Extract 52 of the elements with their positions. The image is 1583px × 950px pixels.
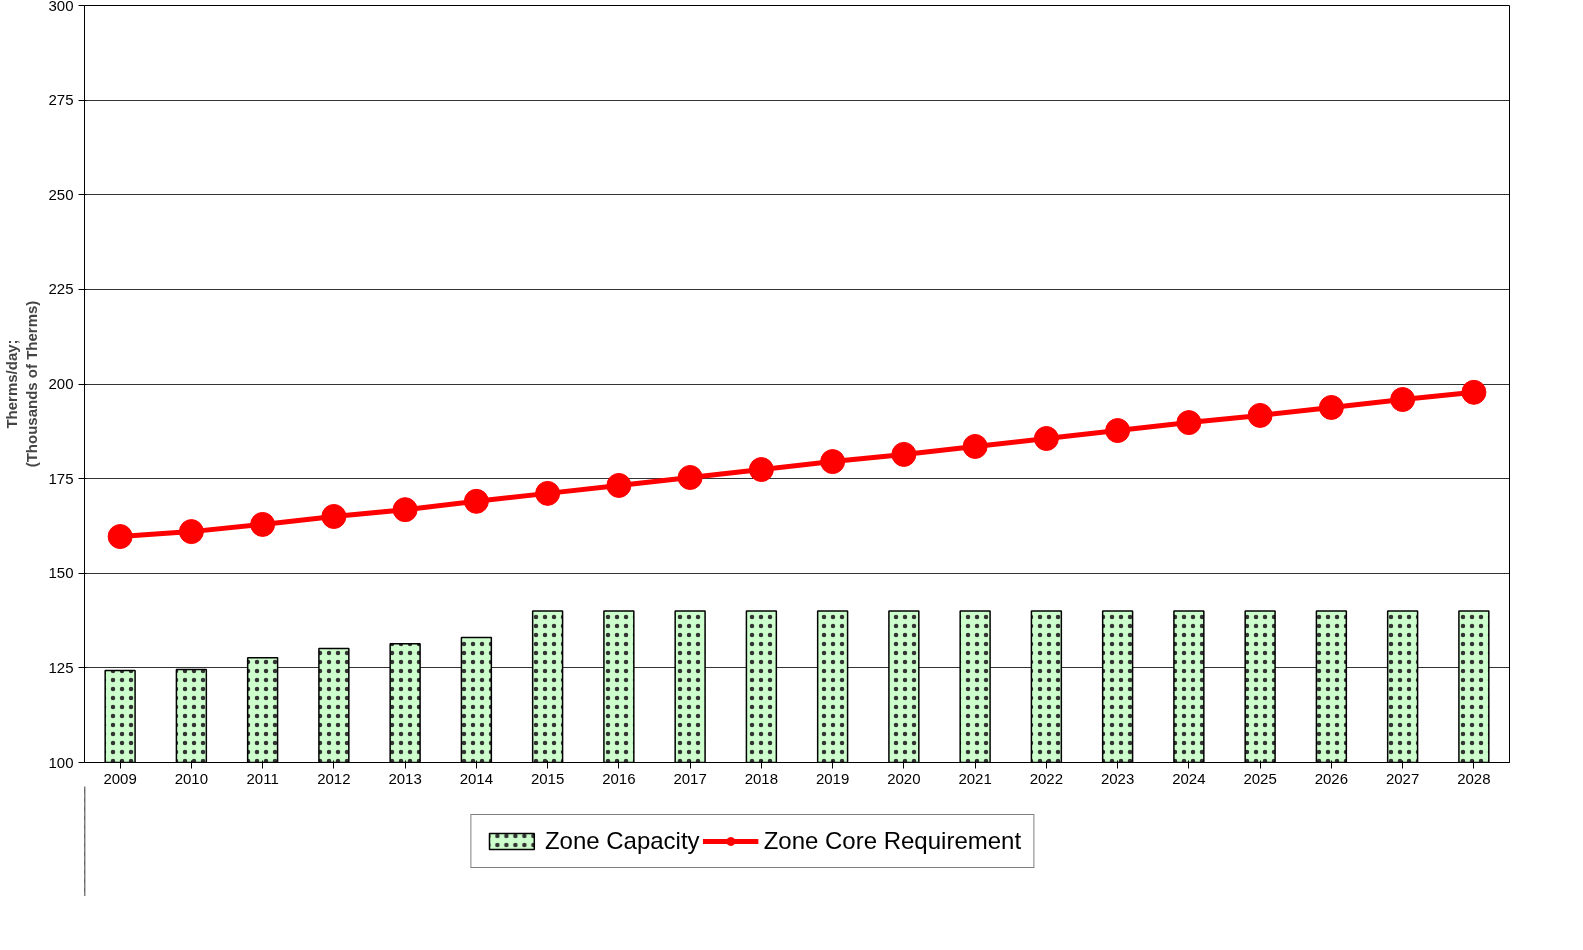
y-tick-label: 125 [48, 658, 74, 676]
y-tick-label: 175 [48, 469, 74, 487]
x-tick-label: 2014 [459, 769, 494, 787]
point [1461, 379, 1487, 405]
point [891, 441, 917, 467]
x-tick-label: 2017 [673, 769, 707, 787]
point [1033, 426, 1059, 451]
legend-label: Zone Capacity [544, 827, 700, 855]
x-tick-label: 2024 [1172, 769, 1206, 787]
point [1247, 402, 1273, 428]
point [463, 488, 489, 514]
legend-label: Zone Core Requirement [763, 827, 1022, 855]
y-tick-label: 275 [48, 91, 74, 109]
y-tick-label: 100 [48, 753, 74, 771]
y-tick-label: 200 [48, 375, 74, 392]
x-tick-label: 2026 [1314, 769, 1349, 787]
y-axis-title: Therms/day; (Thousands of Therms) [3, 300, 41, 468]
x-tick-label: 2010 [174, 769, 209, 787]
x-tick-label: 2022 [1029, 769, 1064, 787]
x-tick-label: 2015 [530, 769, 565, 787]
point [677, 465, 703, 490]
y-tick-label: 225 [48, 280, 74, 298]
x-tick-label: 2016 [602, 769, 636, 787]
y-tick-label: 150 [48, 564, 74, 582]
point [107, 524, 133, 550]
x-tick-label: 2028 [1457, 769, 1491, 787]
point [1318, 394, 1344, 420]
y-tick-label: 250 [48, 185, 74, 203]
x-tick-label: 2021 [958, 769, 992, 787]
x-tick-label: 2012 [317, 769, 351, 787]
x-tick-label: 2013 [388, 769, 422, 787]
point [1105, 418, 1131, 444]
point [535, 480, 561, 506]
x-tick-label: 2018 [744, 769, 779, 787]
point [748, 457, 774, 483]
point [820, 449, 846, 475]
point [1176, 410, 1202, 436]
point [392, 497, 418, 523]
point [250, 511, 276, 537]
point [178, 519, 204, 545]
y-tick-label: 300 [48, 0, 74, 14]
point [962, 433, 988, 459]
x-tick-label: 2009 [103, 769, 137, 787]
x-tick-label: 2011 [246, 769, 279, 787]
point [606, 472, 632, 498]
point [1390, 387, 1416, 412]
point [321, 504, 347, 529]
x-tick-label: 2020 [887, 769, 921, 787]
x-tick-label: 2025 [1243, 769, 1277, 787]
x-tick-label: 2019 [815, 769, 850, 787]
x-tick-label: 2023 [1100, 769, 1135, 787]
x-tick-label: 2027 [1385, 769, 1420, 787]
